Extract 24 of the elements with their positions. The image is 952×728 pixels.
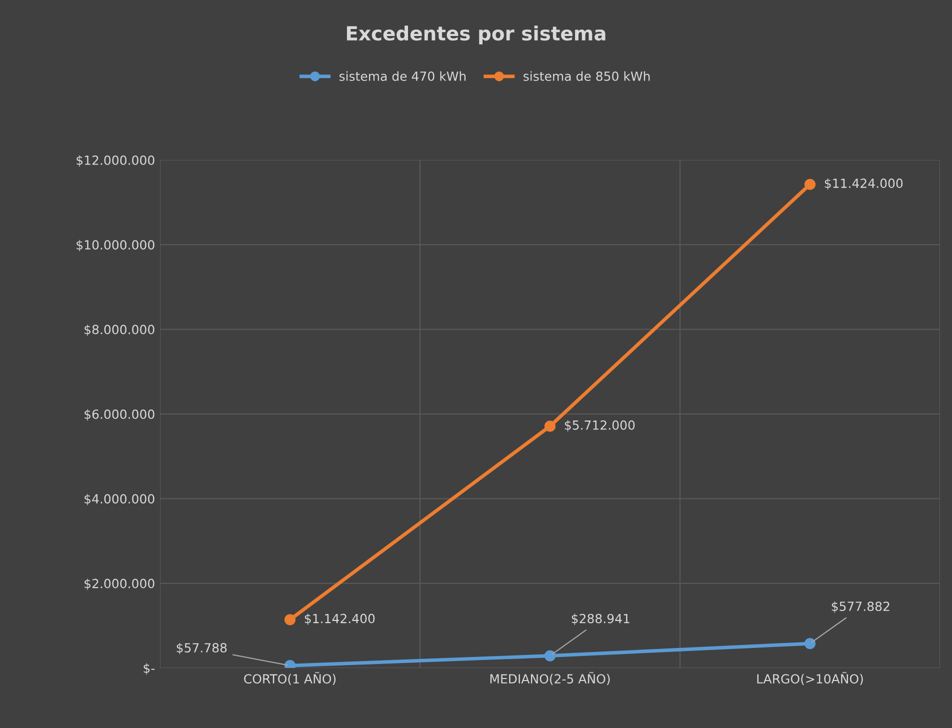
point [804,178,816,190]
point [544,650,556,662]
y-tick-label: $- [144,663,155,675]
data-label: $577.882 [832,601,890,613]
legend-label: sistema de 850 kWh [524,71,650,81]
data-label: $57.788 [176,642,227,654]
point [544,420,556,432]
y-tick-label: $8.000.000 [84,324,154,336]
y-tick-label: $2.000.000 [84,578,154,590]
x-tick-label: LARGO(>10AÑO) [757,672,863,686]
y-tick-label: $4.000.000 [84,494,154,506]
y-tick-label: $12.000.000 [76,155,154,167]
legend-label: sistema de 470 kWh [339,71,466,81]
point [804,638,816,650]
point [284,614,296,626]
x-tick-label: MEDIANO(2-5 AÑO) [490,672,610,686]
data-label: $5.712.000 [564,420,635,432]
y-tick-label: $6.000.000 [84,409,154,421]
data-label: $11.424.000 [824,178,903,190]
chart-title: Excedentes por sistema [346,26,606,44]
data-label: $1.142.400 [304,614,375,625]
data-label: $288.941 [572,614,630,625]
x-tick-label: CORTO(1 AÑO) [244,672,336,686]
y-tick-label: $10.000.000 [76,240,154,252]
